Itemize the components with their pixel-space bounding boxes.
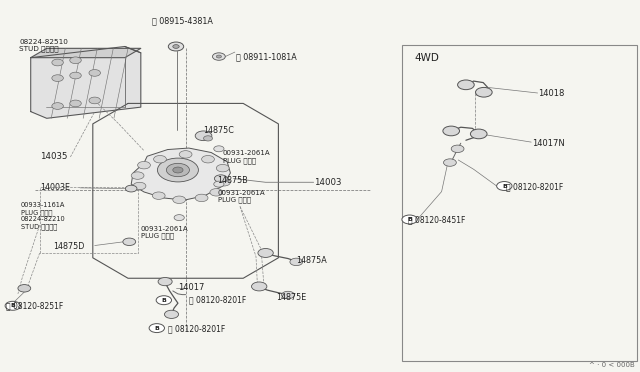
- Text: B: B: [161, 298, 166, 303]
- Circle shape: [214, 175, 227, 182]
- Circle shape: [156, 296, 172, 305]
- Text: Ⓑ 08120-8201F: Ⓑ 08120-8201F: [506, 182, 563, 191]
- Circle shape: [451, 145, 464, 153]
- Circle shape: [470, 129, 487, 139]
- Circle shape: [476, 87, 492, 97]
- Circle shape: [152, 192, 165, 199]
- Text: ^ · 0 < 000B: ^ · 0 < 000B: [589, 362, 635, 368]
- Circle shape: [282, 291, 294, 299]
- Text: 14003: 14003: [314, 178, 341, 187]
- Circle shape: [443, 126, 460, 136]
- Circle shape: [166, 163, 189, 177]
- Circle shape: [149, 324, 164, 333]
- Text: Ⓑ 08120-8251F: Ⓑ 08120-8251F: [6, 301, 63, 310]
- Text: 14003E: 14003E: [40, 183, 70, 192]
- Text: 14875D: 14875D: [53, 242, 84, 251]
- Polygon shape: [31, 48, 141, 58]
- Circle shape: [123, 238, 136, 246]
- Circle shape: [173, 196, 186, 203]
- Text: 14875B: 14875B: [218, 176, 248, 185]
- Circle shape: [5, 301, 20, 310]
- Circle shape: [258, 248, 273, 257]
- Circle shape: [18, 285, 31, 292]
- Text: 14875E: 14875E: [276, 293, 307, 302]
- Text: 00931-2061A
PLUG プラグ: 00931-2061A PLUG プラグ: [223, 150, 270, 164]
- Text: ⓜ 08915-4381A: ⓜ 08915-4381A: [152, 17, 213, 26]
- Circle shape: [52, 103, 63, 109]
- Text: 00931-2061A
PLUG プラグ: 00931-2061A PLUG プラグ: [218, 190, 265, 203]
- Circle shape: [52, 75, 63, 81]
- Text: 14017N: 14017N: [532, 139, 565, 148]
- Circle shape: [168, 42, 184, 51]
- Circle shape: [179, 151, 192, 158]
- Circle shape: [89, 70, 100, 76]
- Text: Ⓑ 08120-8201F: Ⓑ 08120-8201F: [189, 296, 246, 305]
- Circle shape: [444, 159, 456, 166]
- Polygon shape: [131, 148, 230, 200]
- Text: 14018: 14018: [538, 89, 564, 98]
- Circle shape: [89, 97, 100, 104]
- Text: B: B: [407, 217, 412, 222]
- Circle shape: [157, 158, 198, 182]
- Polygon shape: [31, 46, 141, 118]
- Text: ⓝ 08911-1081A: ⓝ 08911-1081A: [236, 53, 296, 62]
- Circle shape: [174, 215, 184, 221]
- Text: B: B: [154, 326, 159, 331]
- Circle shape: [131, 172, 144, 179]
- Circle shape: [195, 194, 208, 202]
- Circle shape: [70, 100, 81, 107]
- Circle shape: [212, 53, 225, 60]
- Text: 4WD: 4WD: [415, 53, 440, 62]
- Text: B: B: [502, 183, 507, 189]
- Circle shape: [216, 55, 221, 58]
- Circle shape: [125, 185, 137, 192]
- Text: 00931-2061A
PLUG プラグ: 00931-2061A PLUG プラグ: [141, 226, 188, 239]
- Circle shape: [218, 179, 230, 186]
- Circle shape: [202, 155, 214, 163]
- Circle shape: [214, 181, 224, 187]
- Circle shape: [138, 161, 150, 169]
- Text: 14875A: 14875A: [296, 256, 326, 265]
- Circle shape: [164, 310, 179, 318]
- Circle shape: [70, 72, 81, 79]
- Circle shape: [204, 136, 212, 141]
- Text: 14017: 14017: [178, 283, 204, 292]
- Circle shape: [195, 131, 212, 141]
- Circle shape: [133, 182, 146, 190]
- Text: 00933-1161A
PLUG プラグ
08224-82210
STUD スタッド: 00933-1161A PLUG プラグ 08224-82210 STUD スタ…: [21, 202, 66, 230]
- Circle shape: [458, 80, 474, 90]
- Circle shape: [173, 167, 183, 173]
- Circle shape: [216, 164, 229, 172]
- Bar: [402, 45, 637, 361]
- Circle shape: [252, 282, 267, 291]
- Circle shape: [154, 155, 166, 163]
- Circle shape: [210, 189, 223, 196]
- Circle shape: [497, 182, 512, 190]
- Circle shape: [158, 278, 172, 286]
- Text: 14875C: 14875C: [204, 126, 234, 135]
- Circle shape: [52, 59, 63, 66]
- Text: Ⓑ 08120-8451F: Ⓑ 08120-8451F: [408, 216, 466, 225]
- Circle shape: [70, 57, 81, 64]
- Circle shape: [402, 215, 417, 224]
- Circle shape: [173, 45, 179, 48]
- Text: 08224-82510
STUD スタッド: 08224-82510 STUD スタッド: [19, 39, 68, 52]
- Circle shape: [290, 258, 303, 266]
- Text: B: B: [10, 303, 15, 308]
- Text: Ⓑ 08120-8201F: Ⓑ 08120-8201F: [168, 325, 225, 334]
- Circle shape: [214, 146, 224, 152]
- Text: 14035: 14035: [40, 153, 68, 161]
